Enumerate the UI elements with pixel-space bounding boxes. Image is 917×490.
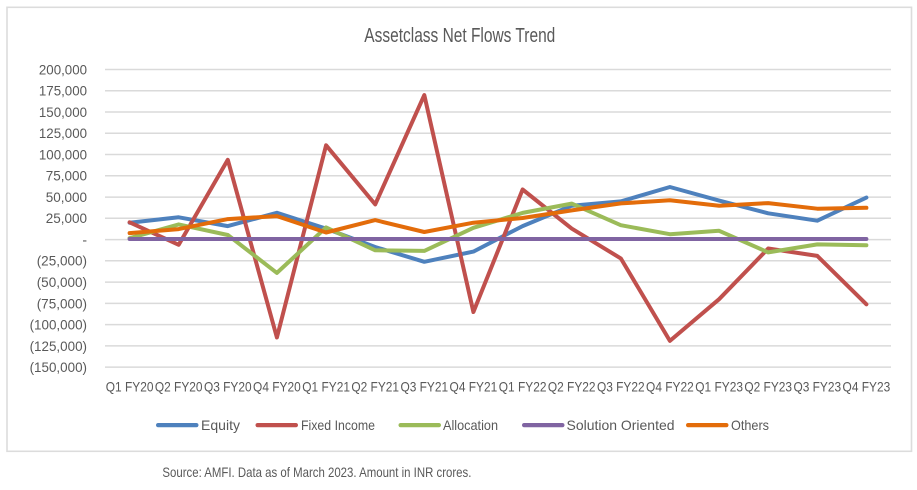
svg-text:200,000: 200,000	[39, 61, 87, 77]
svg-text:Q4 FY22: Q4 FY22	[646, 378, 694, 394]
svg-text:Q2 FY21: Q2 FY21	[351, 378, 399, 394]
svg-text:(150,000): (150,000)	[30, 359, 87, 375]
svg-text:Q3 FY22: Q3 FY22	[597, 378, 645, 394]
svg-text:Q1 FY21: Q1 FY21	[302, 378, 350, 394]
svg-text:Q2 FY23: Q2 FY23	[744, 378, 792, 394]
svg-text:(125,000): (125,000)	[30, 338, 87, 354]
svg-text:Source: AMFI. Data as of March: Source: AMFI. Data as of March 2023. Amo…	[162, 464, 471, 480]
svg-text:Q4 FY23: Q4 FY23	[843, 378, 891, 394]
svg-text:100,000: 100,000	[39, 146, 87, 162]
svg-text:125,000: 125,000	[39, 125, 87, 141]
svg-text:Solution Oriented: Solution Oriented	[567, 417, 675, 433]
svg-text:50,000: 50,000	[46, 189, 87, 205]
svg-text:(50,000): (50,000)	[37, 274, 87, 290]
svg-text:Assetclass Net Flows Trend: Assetclass Net Flows Trend	[364, 25, 555, 47]
svg-text:Q2 FY20: Q2 FY20	[155, 378, 203, 394]
svg-text:Q1 FY20: Q1 FY20	[106, 378, 154, 394]
svg-text:Q3 FY21: Q3 FY21	[400, 378, 448, 394]
svg-text:Q3 FY23: Q3 FY23	[793, 378, 841, 394]
svg-text:Fixed Income: Fixed Income	[301, 417, 375, 433]
svg-text:Q4 FY21: Q4 FY21	[450, 378, 498, 394]
svg-text:25,000: 25,000	[46, 210, 87, 226]
svg-text:Q2 FY22: Q2 FY22	[548, 378, 596, 394]
svg-text:(100,000): (100,000)	[30, 317, 87, 333]
svg-text:175,000: 175,000	[39, 83, 87, 99]
svg-text:150,000: 150,000	[39, 104, 87, 120]
svg-text:Allocation: Allocation	[443, 417, 498, 433]
svg-text:Q4 FY20: Q4 FY20	[253, 378, 301, 394]
svg-text:(25,000): (25,000)	[37, 253, 87, 269]
svg-text:Q1 FY22: Q1 FY22	[499, 378, 547, 394]
svg-text:-: -	[82, 232, 87, 248]
svg-text:Others: Others	[731, 417, 769, 433]
svg-text:(75,000): (75,000)	[37, 295, 87, 311]
svg-text:Q1 FY23: Q1 FY23	[695, 378, 743, 394]
svg-text:75,000: 75,000	[46, 168, 87, 184]
svg-text:Q3 FY20: Q3 FY20	[204, 378, 252, 394]
svg-text:Equity: Equity	[201, 417, 240, 433]
